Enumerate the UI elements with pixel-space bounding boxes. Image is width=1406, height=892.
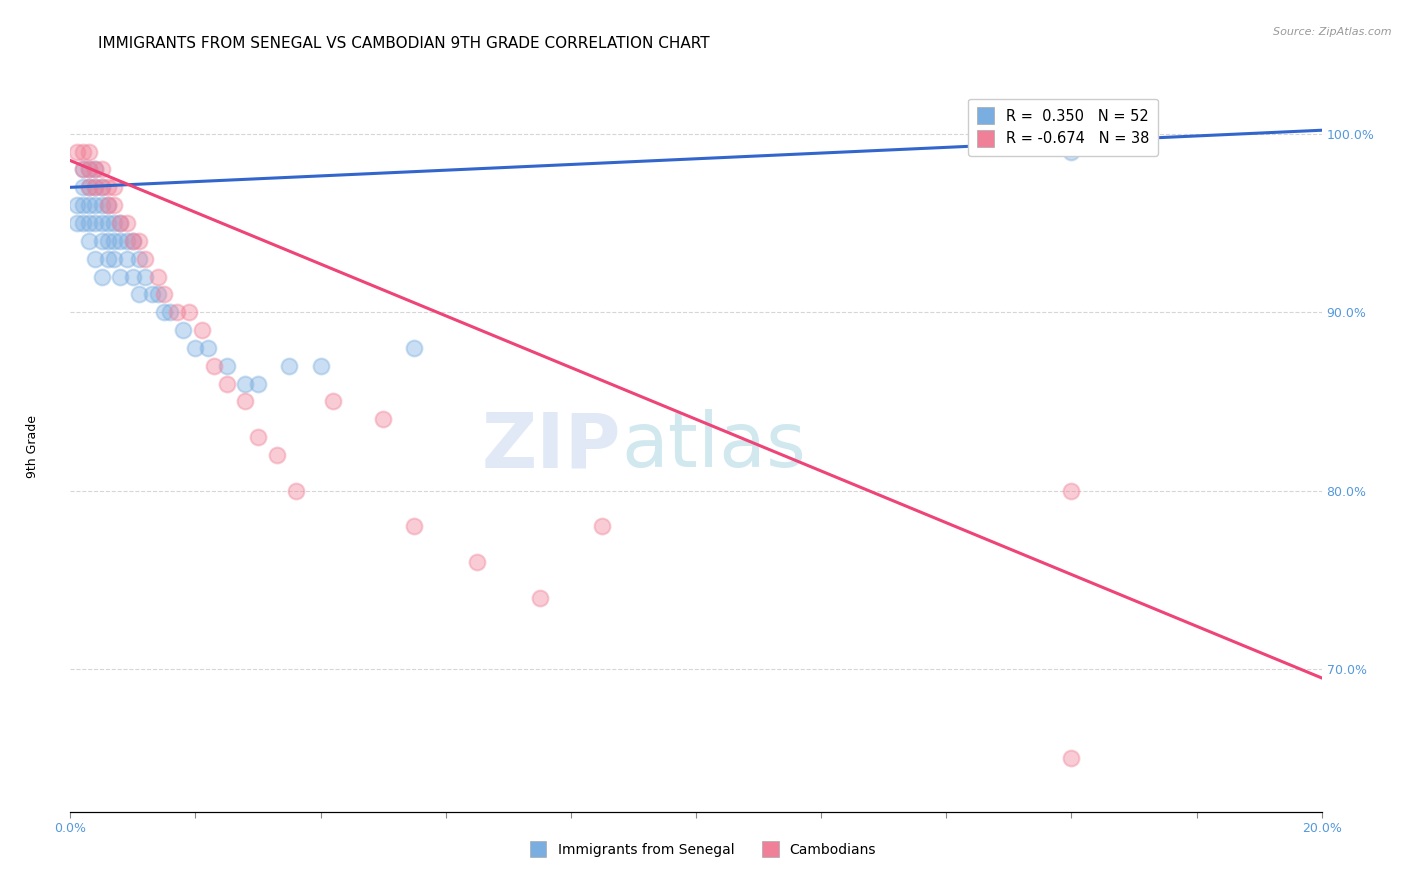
Point [121,234,145,248]
Point [110,269,132,284]
Point [103,252,125,266]
Point [84,162,107,177]
Point [97,234,120,248]
Point [97,180,120,194]
Point [215,359,238,373]
Point [172,323,194,337]
Point [77,145,100,159]
Point [202,359,225,373]
Point [115,216,138,230]
Point [72,216,94,230]
Point [128,252,150,266]
Point [77,234,100,248]
Point [90,180,112,194]
Point [121,234,145,248]
Point [65,216,87,230]
Point [371,412,394,426]
Point [84,162,107,177]
Point [103,216,125,230]
Point [72,145,94,159]
Point [77,162,100,177]
Point [103,234,125,248]
Point [72,162,94,177]
Point [141,287,163,301]
Point [278,359,301,373]
Point [404,519,426,533]
Point [72,162,94,177]
Point [235,394,257,409]
Point [591,519,613,533]
Point [65,198,87,212]
Point [121,269,145,284]
Point [146,287,169,301]
Point [90,198,112,212]
Point [77,180,100,194]
Point [159,305,181,319]
Point [90,234,112,248]
Point [97,198,120,212]
Text: ZIP: ZIP [481,409,621,483]
Point [65,145,87,159]
Point [84,216,107,230]
Point [184,341,207,355]
Point [103,180,125,194]
Point [110,234,132,248]
Point [1060,145,1083,159]
Point [77,198,100,212]
Text: atlas: atlas [621,409,806,483]
Point [146,269,169,284]
Legend: Immigrants from Senegal, Cambodians: Immigrants from Senegal, Cambodians [524,836,882,863]
Point [197,341,219,355]
Point [115,252,138,266]
Point [284,483,307,498]
Point [166,305,188,319]
Point [77,216,100,230]
Point [90,162,112,177]
Point [84,252,107,266]
Point [90,180,112,194]
Point [404,341,426,355]
Point [128,287,150,301]
Point [134,252,156,266]
Point [97,216,120,230]
Point [247,430,270,444]
Point [247,376,270,391]
Point [309,359,332,373]
Legend: R =  0.350   N = 52, R = -0.674   N = 38: R = 0.350 N = 52, R = -0.674 N = 38 [967,98,1159,155]
Point [77,180,100,194]
Point [215,376,238,391]
Point [90,216,112,230]
Point [72,180,94,194]
Point [77,162,100,177]
Point [153,305,176,319]
Point [110,216,132,230]
Point [103,198,125,212]
Point [97,198,120,212]
Point [266,448,288,462]
Point [529,591,551,605]
Point [153,287,176,301]
Point [179,305,201,319]
Point [110,216,132,230]
Point [84,180,107,194]
Text: IMMIGRANTS FROM SENEGAL VS CAMBODIAN 9TH GRADE CORRELATION CHART: IMMIGRANTS FROM SENEGAL VS CAMBODIAN 9TH… [98,36,710,51]
Point [465,555,488,569]
Point [322,394,344,409]
Point [1060,751,1083,765]
Point [84,180,107,194]
Point [128,234,150,248]
Point [134,269,156,284]
Point [190,323,212,337]
Point [235,376,257,391]
Point [1060,483,1083,498]
Point [115,234,138,248]
Point [97,252,120,266]
Y-axis label: 9th Grade: 9th Grade [27,415,39,477]
Point [72,198,94,212]
Point [84,198,107,212]
Point [90,269,112,284]
Text: Source: ZipAtlas.com: Source: ZipAtlas.com [1274,27,1392,37]
